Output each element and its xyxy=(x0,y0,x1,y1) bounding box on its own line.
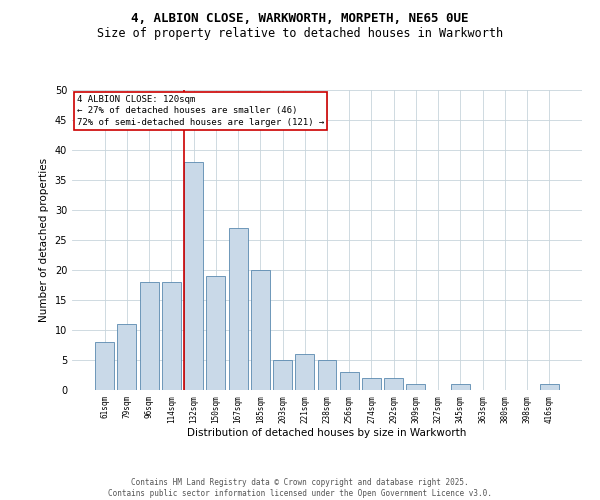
Bar xyxy=(118,324,136,390)
Bar xyxy=(229,228,248,390)
Bar xyxy=(340,372,359,390)
Bar xyxy=(140,282,158,390)
Bar xyxy=(251,270,270,390)
Text: 4, ALBION CLOSE, WARKWORTH, MORPETH, NE65 0UE: 4, ALBION CLOSE, WARKWORTH, MORPETH, NE6… xyxy=(131,12,469,26)
Text: 4 ALBION CLOSE: 120sqm
← 27% of detached houses are smaller (46)
72% of semi-det: 4 ALBION CLOSE: 120sqm ← 27% of detached… xyxy=(77,94,325,127)
Bar xyxy=(162,282,181,390)
Bar xyxy=(362,378,381,390)
Bar xyxy=(406,384,425,390)
Bar xyxy=(451,384,470,390)
Bar xyxy=(273,360,292,390)
Bar xyxy=(184,162,203,390)
Y-axis label: Number of detached properties: Number of detached properties xyxy=(39,158,49,322)
Bar xyxy=(95,342,114,390)
Bar xyxy=(540,384,559,390)
Bar xyxy=(295,354,314,390)
Bar xyxy=(317,360,337,390)
Bar xyxy=(206,276,225,390)
Bar xyxy=(384,378,403,390)
Text: Contains HM Land Registry data © Crown copyright and database right 2025.
Contai: Contains HM Land Registry data © Crown c… xyxy=(108,478,492,498)
X-axis label: Distribution of detached houses by size in Warkworth: Distribution of detached houses by size … xyxy=(187,428,467,438)
Text: Size of property relative to detached houses in Warkworth: Size of property relative to detached ho… xyxy=(97,28,503,40)
